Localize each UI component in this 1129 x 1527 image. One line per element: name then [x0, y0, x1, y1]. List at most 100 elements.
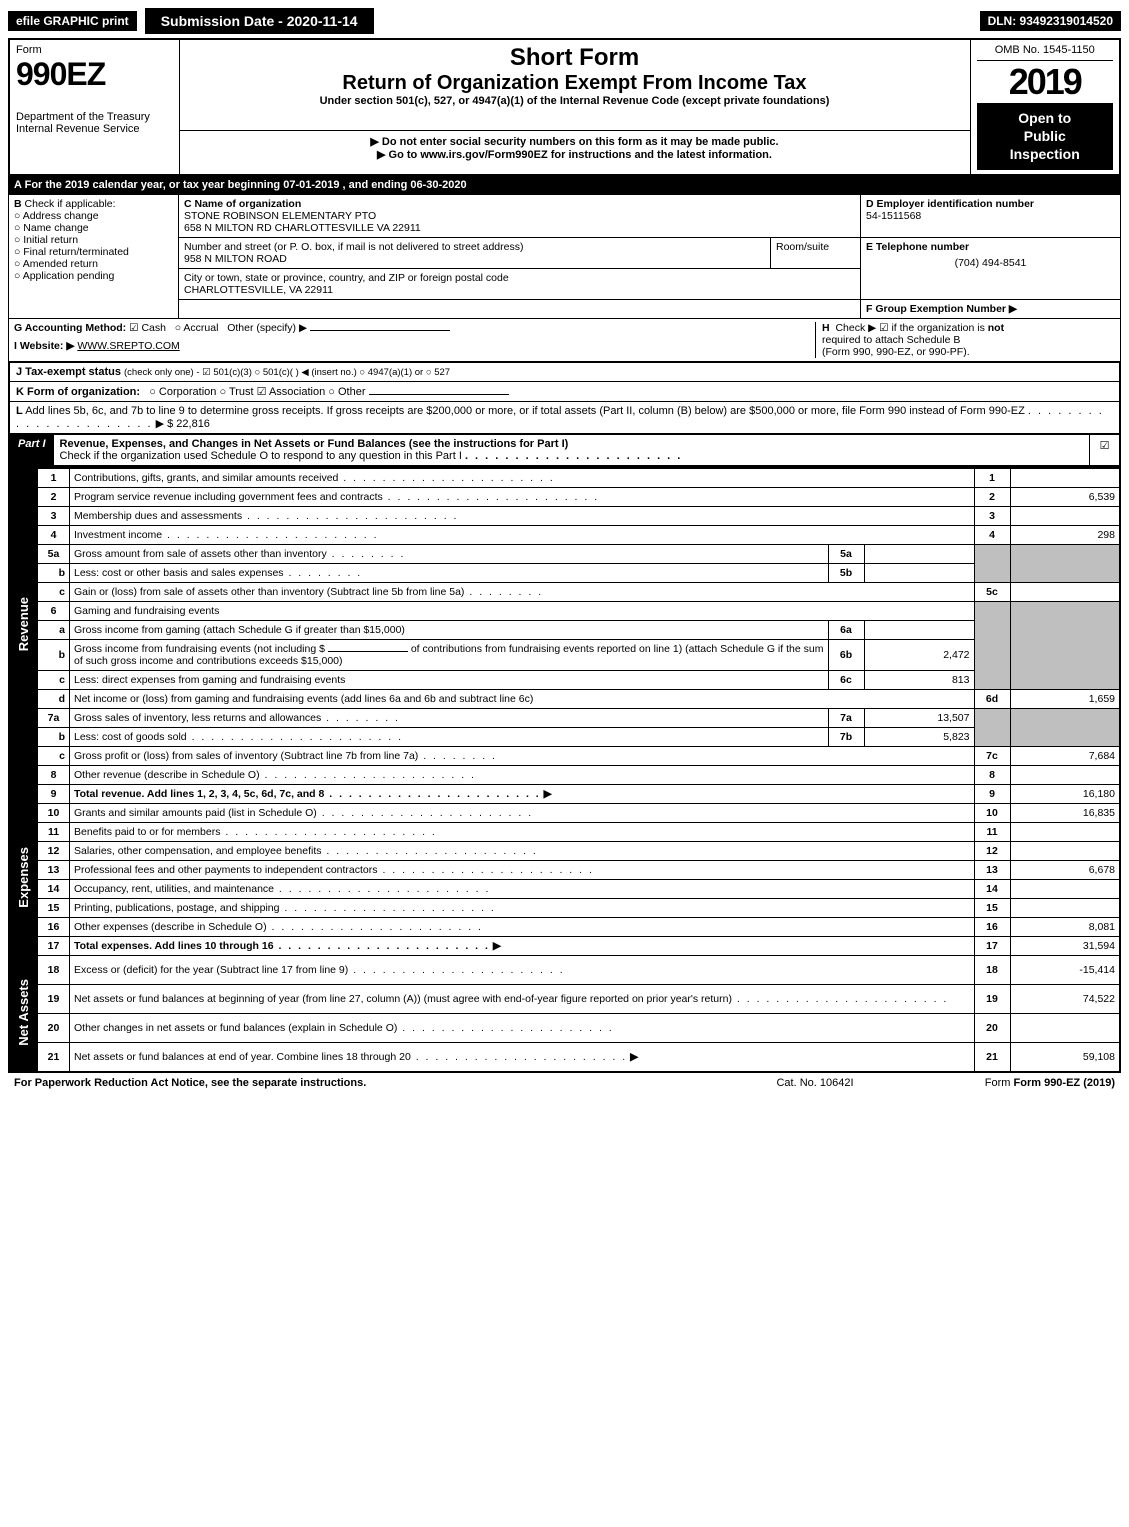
line-6a-subval [864, 620, 974, 639]
line-12-val [1010, 841, 1120, 860]
application-pending-checkbox[interactable] [14, 270, 23, 282]
k-label: K Form of organization: [16, 386, 140, 398]
form-word: Form [16, 44, 173, 56]
netassets-sidelabel: Net Assets [14, 959, 33, 1066]
j-rest: (check only one) - ☑ 501(c)(3) ○ 501(c)(… [124, 367, 450, 378]
h-text3: (Form 990, 990-EZ, or 990-PF). [822, 346, 970, 358]
section-b-label: B [14, 198, 22, 210]
line-18-desc: Excess or (deficit) for the year (Subtra… [74, 964, 348, 976]
amended-return-checkbox[interactable] [14, 258, 23, 270]
topbar: efile GRAPHIC print Submission Date - 20… [8, 8, 1121, 34]
line-6d-box: 6d [974, 689, 1010, 708]
line-4-desc: Investment income [74, 529, 162, 541]
line-16-no: 16 [38, 917, 70, 936]
page-footer: For Paperwork Reduction Act Notice, see … [8, 1073, 1121, 1093]
section-f-label: F Group Exemption Number ▶ [866, 303, 1017, 315]
line-18-box: 18 [974, 955, 1010, 984]
line-6-no: 6 [38, 601, 70, 620]
name-change-checkbox[interactable] [14, 222, 23, 234]
i-label: I Website: ▶ [14, 340, 74, 352]
irs-label: Internal Revenue Service [16, 123, 173, 135]
line-14-val [1010, 879, 1120, 898]
section-d-label: D Employer identification number [866, 198, 1034, 210]
line-20-val [1010, 1013, 1120, 1042]
line-10-no: 10 [38, 803, 70, 822]
line-20-no: 20 [38, 1013, 70, 1042]
line-11-val [1010, 822, 1120, 841]
org-addr-line: 658 N MILTON RD CHARLOTTESVILLE VA 22911 [184, 222, 421, 234]
expenses-sidelabel: Expenses [14, 827, 33, 928]
part1-title: Revenue, Expenses, and Changes in Net As… [60, 438, 569, 450]
street-value: 958 N MILTON ROAD [184, 253, 287, 265]
line-17-box: 17 [974, 936, 1010, 955]
h-label: H [822, 322, 830, 334]
line-6d-desc: Net income or (loss) from gaming and fun… [74, 693, 533, 705]
ein-value: 54-1511568 [866, 210, 921, 222]
line-17-val: 31,594 [1010, 936, 1120, 955]
line-16-val: 8,081 [1010, 917, 1120, 936]
line-1-desc: Contributions, gifts, grants, and simila… [74, 472, 338, 484]
line-6-desc: Gaming and fundraising events [74, 605, 219, 617]
line-9-no: 9 [38, 784, 70, 803]
line-5c-box: 5c [974, 582, 1010, 601]
line-7a-no: 7a [38, 708, 70, 727]
other-specify[interactable]: Other (specify) ▶ [227, 322, 307, 334]
line-5c-val [1010, 582, 1120, 601]
line-6b-desc1: Gross income from fundraising events (no… [74, 643, 325, 655]
line-7b-no: b [38, 727, 70, 746]
line-1-val [1010, 468, 1120, 488]
line-5c-desc: Gain or (loss) from sale of assets other… [74, 586, 464, 598]
revenue-sidelabel: Revenue [14, 577, 33, 671]
line-18-val: -15,414 [1010, 955, 1120, 984]
line-6a-sub: 6a [828, 620, 864, 639]
line-6a-no: a [38, 620, 70, 639]
footer-right: Form Form 990-EZ (2019) [915, 1077, 1115, 1089]
main-table: Revenue 1 Contributions, gifts, grants, … [8, 467, 1121, 1074]
line-8-no: 8 [38, 765, 70, 784]
address-change-checkbox[interactable] [14, 210, 23, 222]
footer-left: For Paperwork Reduction Act Notice, see … [14, 1077, 715, 1089]
part1-checkbox[interactable]: ☑ [1089, 435, 1119, 465]
tax-year-line: A For the 2019 calendar year, or tax yea… [8, 176, 1121, 194]
line-12-no: 12 [38, 841, 70, 860]
line-3-box: 3 [974, 506, 1010, 525]
line-9-desc: Total revenue. Add lines 1, 2, 3, 4, 5c,… [74, 788, 324, 800]
goto-link[interactable]: ▶ Go to www.irs.gov/Form990EZ for instru… [186, 148, 964, 161]
website-url[interactable]: WWW.SREPTO.COM [77, 340, 179, 352]
line-15-no: 15 [38, 898, 70, 917]
line-17-no: 17 [38, 936, 70, 955]
return-title: Return of Organization Exempt From Incom… [186, 72, 964, 95]
efile-label[interactable]: efile GRAPHIC print [8, 11, 137, 31]
line-12-desc: Salaries, other compensation, and employ… [74, 845, 321, 857]
line-19-box: 19 [974, 984, 1010, 1013]
line-21-box: 21 [974, 1042, 1010, 1072]
line-21-val: 59,108 [1010, 1042, 1120, 1072]
line-5b-sub: 5b [828, 563, 864, 582]
dept-treasury: Department of the Treasury [16, 111, 173, 123]
line-7b-sub: 7b [828, 727, 864, 746]
k-rest: ○ Corporation ○ Trust ☑ Association ○ Ot… [149, 386, 365, 398]
footer-center: Cat. No. 10642I [715, 1077, 915, 1089]
final-return-checkbox[interactable] [14, 246, 23, 258]
line-13-no: 13 [38, 860, 70, 879]
line-7c-desc: Gross profit or (loss) from sales of inv… [74, 750, 418, 762]
cash-checkbox[interactable] [129, 322, 141, 334]
part1-header: Part I Revenue, Expenses, and Changes in… [8, 434, 1121, 467]
line-7a-sub: 7a [828, 708, 864, 727]
line-6c-subval: 813 [864, 670, 974, 689]
initial-return-checkbox[interactable] [14, 234, 23, 246]
line-5b-desc: Less: cost or other basis and sales expe… [74, 567, 284, 579]
line-7b-subval: 5,823 [864, 727, 974, 746]
form-header: Form 990EZ Department of the Treasury In… [8, 38, 1121, 176]
line-6b-no: b [38, 639, 70, 670]
l-label: L [16, 405, 23, 417]
line-3-desc: Membership dues and assessments [74, 510, 242, 522]
h-text2: required to attach Schedule B [822, 334, 960, 346]
city-label: City or town, state or province, country… [184, 272, 509, 284]
part1-label: Part I [10, 435, 54, 465]
line-14-desc: Occupancy, rent, utilities, and maintena… [74, 883, 274, 895]
subtitle: Under section 501(c), 527, or 4947(a)(1)… [186, 95, 964, 107]
line-7a-subval: 13,507 [864, 708, 974, 727]
line-7a-desc: Gross sales of inventory, less returns a… [74, 712, 321, 724]
line-16-box: 16 [974, 917, 1010, 936]
